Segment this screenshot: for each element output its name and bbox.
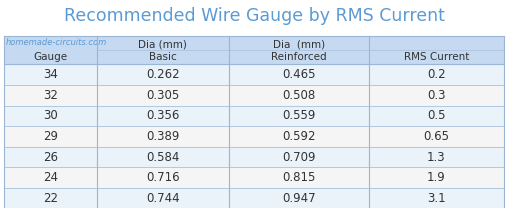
Text: 0.465: 0.465 [282, 68, 316, 81]
Bar [4, 64, 504, 85]
Text: Dia (mm): Dia (mm) [138, 40, 187, 50]
Text: 0.305: 0.305 [146, 89, 179, 102]
Text: homemade-circuits.com: homemade-circuits.com [6, 38, 107, 47]
Text: 0.559: 0.559 [282, 109, 315, 123]
Text: 3.1: 3.1 [427, 192, 446, 205]
Text: Gauge: Gauge [33, 52, 68, 62]
Text: 0.262: 0.262 [146, 68, 180, 81]
Bar [4, 36, 504, 64]
Text: Basic: Basic [149, 52, 177, 62]
Text: 0.3: 0.3 [427, 89, 446, 102]
Text: 0.356: 0.356 [146, 109, 179, 123]
Text: 0.709: 0.709 [282, 151, 316, 164]
Text: 30: 30 [43, 109, 58, 123]
Text: 22: 22 [43, 192, 58, 205]
Bar [4, 126, 504, 147]
Text: 24: 24 [43, 171, 58, 184]
Bar [4, 188, 504, 208]
Text: RMS Current: RMS Current [404, 52, 469, 62]
Bar [4, 167, 504, 188]
Text: 0.508: 0.508 [282, 89, 315, 102]
Text: 0.815: 0.815 [282, 171, 315, 184]
Text: 32: 32 [43, 89, 58, 102]
Text: 0.744: 0.744 [146, 192, 180, 205]
Text: 1.9: 1.9 [427, 171, 446, 184]
Bar [4, 85, 504, 106]
Text: Dia  (mm): Dia (mm) [273, 40, 325, 50]
Text: 1.3: 1.3 [427, 151, 446, 164]
Text: 0.5: 0.5 [427, 109, 446, 123]
Text: 26: 26 [43, 151, 58, 164]
Text: 0.947: 0.947 [282, 192, 316, 205]
Text: 0.716: 0.716 [146, 171, 180, 184]
Text: 29: 29 [43, 130, 58, 143]
Text: Reinforced: Reinforced [271, 52, 327, 62]
Bar [4, 147, 504, 167]
Text: 0.2: 0.2 [427, 68, 446, 81]
Text: 0.389: 0.389 [146, 130, 179, 143]
Text: 34: 34 [43, 68, 58, 81]
Text: 0.65: 0.65 [424, 130, 450, 143]
Bar [4, 106, 504, 126]
Text: 0.592: 0.592 [282, 130, 316, 143]
Text: 0.584: 0.584 [146, 151, 179, 164]
Text: Recommended Wire Gauge by RMS Current: Recommended Wire Gauge by RMS Current [64, 7, 444, 25]
